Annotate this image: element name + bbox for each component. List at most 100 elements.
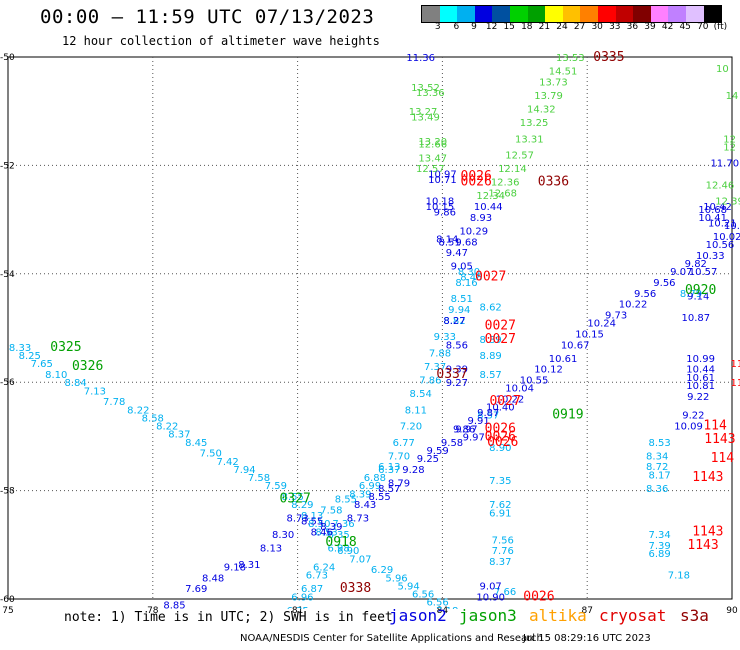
y-tick-label: -60	[0, 595, 15, 605]
legend-label-3: 12	[485, 22, 498, 32]
orbit-label: 114	[703, 419, 727, 434]
wave-height-point: 10.22	[496, 394, 525, 405]
wave-height-point: 8.33	[9, 343, 31, 354]
wave-height-point: 8.57	[477, 411, 499, 422]
wave-height-point: 8.14	[436, 235, 458, 246]
wave-height-point: 8.55	[282, 492, 304, 503]
x-tick-label: 84	[437, 606, 449, 616]
mission-cryosat: cryosat	[599, 606, 667, 625]
legend-swatch-0	[422, 6, 440, 22]
wave-height-point: 10.99	[686, 354, 715, 365]
legend-swatch-10	[597, 6, 616, 22]
wave-height-point: 12	[723, 142, 736, 153]
wave-height-point: 8.25	[19, 351, 41, 362]
wave-height-point: 10.04	[505, 384, 534, 395]
mission-altika: altika	[529, 606, 587, 625]
wave-height-point: 10.21	[708, 218, 737, 229]
wave-height-point: 6.73	[306, 571, 328, 582]
wave-height-point: 7.36	[332, 519, 354, 530]
wave-height-point: 8.51	[439, 237, 461, 248]
wave-height-point: 7.20	[400, 422, 422, 433]
wave-height-point: 14	[726, 91, 739, 102]
mission-jason2: jason2	[389, 606, 447, 625]
wave-height-point: 8.39	[480, 335, 502, 346]
plot-frame	[7, 56, 733, 600]
wave-height-point: 8.55	[369, 492, 391, 503]
wave-height-point: 8.54	[410, 389, 432, 400]
orbit-label: 0026	[485, 421, 516, 436]
wave-height-point: 12.36	[491, 178, 520, 189]
x-tick-label: 87	[581, 606, 592, 616]
wave-height-point: 7.86	[419, 375, 441, 386]
wave-height-point: 7.50	[200, 449, 222, 460]
wave-height-point: 10.97	[428, 170, 457, 181]
legend-label-0: 3	[434, 22, 441, 32]
wave-height-point: 8.93	[470, 213, 492, 224]
wave-height-point: 6.88	[364, 473, 386, 484]
wave-height-point: 8.29	[291, 500, 313, 511]
wave-height-point: 6.77	[393, 438, 415, 449]
wave-height-point: 10.24	[587, 319, 616, 330]
wave-height-point: 14.32	[527, 104, 556, 115]
wave-height-point: 8.90	[489, 443, 511, 454]
wave-height-point: 10.71	[428, 175, 457, 186]
legend-label-10: 33	[609, 22, 621, 32]
wave-height-point: 13.36	[416, 88, 445, 99]
legend-label-5: 18	[521, 22, 533, 32]
color-legend-labels: 3 6 9 12 15 18 21 24 27 30 33 36 39 42 45 70 (ft)	[421, 22, 740, 34]
wave-height-point: 8.72	[646, 462, 668, 473]
wave-height-point: 10.15	[575, 329, 604, 340]
wave-height-point: 10.61	[686, 373, 715, 384]
x-tick-label: 90	[726, 606, 738, 616]
legend-swatch-11	[615, 6, 634, 22]
orbit-label: 0027	[475, 270, 506, 285]
wave-height-point: 8.45	[185, 438, 207, 449]
x-tick-label: 75	[2, 606, 13, 616]
wave-height-point: 7.94	[233, 465, 255, 476]
legend-label-1: 6	[453, 22, 460, 32]
page-title: 00:00 — 11:59 UTC 07/13/2023	[40, 6, 375, 28]
wave-height-point: 10.90	[476, 592, 505, 603]
wave-height-point: 8.53	[648, 438, 670, 449]
wave-height-point: 9.22	[682, 411, 704, 422]
wave-height-point: 8.22	[156, 422, 178, 433]
wave-height-point: 8.51	[451, 294, 473, 305]
wave-height-point: 7.07	[349, 554, 371, 565]
wave-height-point: 7.66	[494, 587, 516, 598]
legend-label-6: 21	[538, 22, 551, 32]
wave-height-point: 9.58	[441, 438, 463, 449]
wave-height-point: 11	[730, 378, 740, 389]
wave-height-point: 8.34	[646, 451, 668, 462]
wave-height-point: 9.22	[687, 392, 709, 403]
wave-height-point: 8.46	[311, 527, 333, 538]
wave-height-point: 8.53	[315, 527, 337, 538]
legend-swatch-6	[527, 6, 546, 22]
wave-height-point: 13.27	[409, 107, 438, 118]
wave-height-point: 6.99	[359, 481, 381, 492]
wave-height-point: 6.87	[301, 584, 323, 595]
wave-height-point: 8.37	[168, 430, 190, 441]
wave-height-point: 9.56	[634, 289, 656, 300]
wave-height-point: 10.42	[703, 202, 732, 213]
wave-height-point: 10.18	[426, 197, 455, 208]
wave-height-point: 9.94	[448, 305, 470, 316]
wave-height-point: 9.18	[224, 562, 246, 573]
wave-height-point: 9.87	[477, 408, 499, 419]
wave-height-point: 10.29	[459, 226, 488, 237]
y-tick-label: -54	[0, 270, 15, 280]
footer-note: note: 1) Time is in UTC; 2) SWH is in fe…	[64, 610, 393, 625]
orbit-label: 114	[711, 451, 735, 466]
wave-height-point: 10.61	[549, 354, 578, 365]
orbit-label: 0336	[538, 175, 569, 190]
wave-height-point: 8.82	[443, 316, 465, 327]
wave-height-point: 8.16	[455, 278, 477, 289]
wave-height-point: 8.17	[648, 470, 670, 481]
wave-height-point: 13.47	[418, 153, 447, 164]
mission-s3a: s3a	[680, 606, 709, 625]
wave-height-point: 8.13	[260, 544, 282, 555]
wave-height-point: 8.73	[347, 514, 369, 525]
wave-height-point: 12.57	[505, 151, 534, 162]
credit-line: NOAA/NESDIS Center for Satellite Applica…	[240, 633, 543, 644]
wave-height-point: 6.56	[426, 598, 448, 609]
wave-height-point: 9.33	[434, 332, 456, 343]
